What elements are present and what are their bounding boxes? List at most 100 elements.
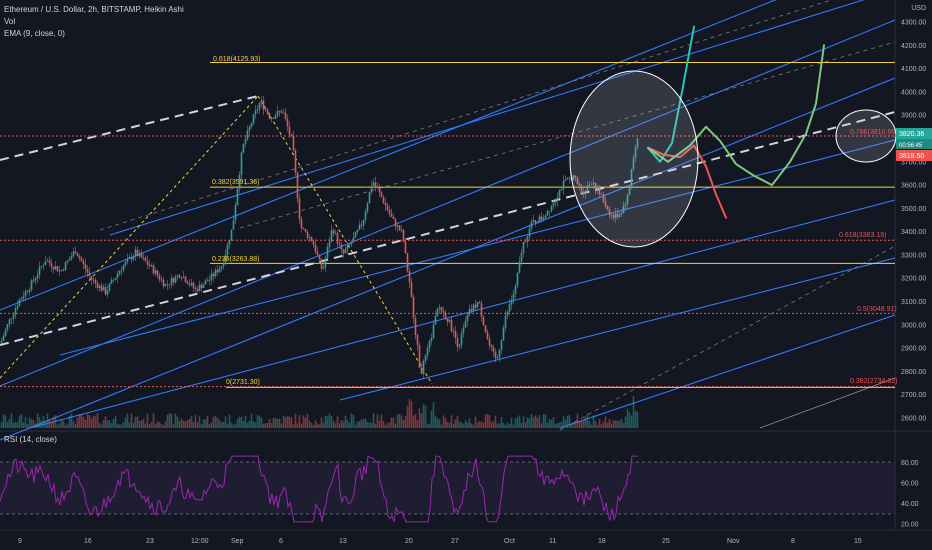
candle-body — [610, 214, 613, 216]
candle-body — [100, 285, 103, 291]
volume-bar — [340, 419, 343, 428]
volume-bar — [388, 422, 391, 428]
time-tick-label: 8 — [791, 538, 795, 545]
volume-bar — [382, 421, 385, 428]
candle-body — [616, 213, 619, 218]
highlight-circle[interactable] — [569, 70, 699, 248]
highlight-circle[interactable] — [835, 109, 897, 163]
volume-bar — [536, 417, 539, 428]
volume-bar — [352, 415, 355, 428]
candle-body — [272, 118, 275, 119]
candle-body — [224, 254, 227, 264]
candle-body — [172, 278, 175, 283]
volume-bar — [276, 418, 279, 428]
candle-body — [294, 150, 297, 173]
volume-bar — [344, 415, 347, 428]
volume-bar — [214, 415, 217, 428]
candle-body — [192, 282, 195, 288]
price-tick-label: 4000.00 — [901, 89, 926, 96]
volume-bar — [370, 422, 373, 428]
candle-body — [184, 276, 187, 282]
candles — [0, 95, 639, 379]
candle-body — [284, 112, 287, 119]
ema-legend[interactable]: EMA (9, close, 0) — [4, 29, 65, 38]
volume-bar — [46, 413, 49, 428]
candle-body — [240, 152, 243, 175]
volume-bar — [160, 423, 163, 428]
volume-bar — [142, 418, 145, 428]
volume-bar — [424, 405, 427, 428]
volume-bar — [72, 420, 75, 428]
candle-body — [236, 189, 239, 206]
candle-body — [312, 241, 315, 245]
candle-body — [12, 314, 15, 319]
volume-bar — [540, 423, 543, 428]
volume-bar — [492, 421, 495, 428]
candle-body — [314, 244, 317, 252]
candle-body — [130, 257, 133, 260]
volume-bar — [614, 420, 617, 428]
volume-bar — [528, 418, 531, 428]
candle-body — [580, 185, 583, 192]
volume-bar — [396, 414, 399, 428]
volume-bar — [538, 415, 541, 428]
volume-bar — [136, 416, 139, 428]
price-tick-label: 2900.00 — [901, 346, 926, 353]
volume-bar — [80, 414, 83, 428]
candle-body — [88, 272, 91, 277]
time-tick-label: 23 — [146, 538, 154, 545]
candle-body — [46, 260, 49, 262]
candle-body — [622, 205, 625, 214]
volume-bar — [178, 421, 181, 428]
candle-body — [260, 100, 263, 104]
candle-body — [576, 177, 579, 184]
volume-bar — [200, 424, 203, 428]
rsi-legend[interactable]: RSI (14, close) — [4, 435, 57, 444]
time-tick-label: 27 — [451, 538, 459, 545]
volume-bar — [590, 424, 593, 428]
volume-bar — [564, 419, 567, 428]
time-tick-label: 25 — [662, 538, 670, 545]
channel-line — [0, 77, 896, 441]
candle-body — [150, 265, 153, 267]
volume-bar — [358, 421, 361, 428]
candle-body — [242, 143, 245, 153]
candle-body — [298, 198, 301, 220]
candle-body — [320, 258, 323, 269]
currency-label: USD — [911, 5, 926, 12]
volume-bar — [190, 416, 193, 428]
price-tick-label: 3400.00 — [901, 229, 926, 236]
candle-body — [530, 221, 533, 229]
price-tick-label: 4100.00 — [901, 66, 926, 73]
candle-body — [574, 175, 577, 178]
candle-body — [186, 281, 189, 284]
candle-body — [502, 327, 505, 341]
time-axis[interactable]: 9 16 23 12:00 Sep 6 13 20 27 Oct 11 18 25 Nov 8 15 — [18, 538, 862, 545]
volume-bar — [448, 422, 451, 428]
candle-body — [120, 270, 123, 272]
price-axis[interactable]: 4300.004200.004100.004000.003900.003800.… — [901, 20, 926, 423]
candle-body — [462, 327, 465, 334]
symbol-legend[interactable]: Ethereum / U.S. Dollar, 2h, BITSTAMP, He… — [4, 5, 184, 14]
candle-body — [226, 244, 229, 255]
candle-body — [460, 333, 463, 346]
volume-bar — [636, 412, 639, 428]
volume-legend[interactable]: Vol — [4, 17, 16, 26]
channel-line — [109, 0, 865, 236]
fib-label: 0.618(4125.93) — [213, 56, 260, 63]
candle-body — [552, 203, 555, 207]
price-tick-label: 2700.00 — [901, 392, 926, 399]
candle-body — [450, 319, 453, 332]
volume-bar — [210, 422, 213, 428]
candle-body — [48, 260, 51, 264]
candle-body — [114, 277, 117, 280]
candle-body — [572, 175, 575, 181]
volume-bar — [128, 422, 131, 428]
volume-bar — [206, 415, 209, 428]
last-price-value: 3820.36 — [899, 131, 924, 138]
candle-body — [78, 256, 81, 259]
candle-body — [98, 285, 101, 288]
time-tick-label: Nov — [727, 538, 740, 545]
candle-body — [482, 316, 485, 326]
